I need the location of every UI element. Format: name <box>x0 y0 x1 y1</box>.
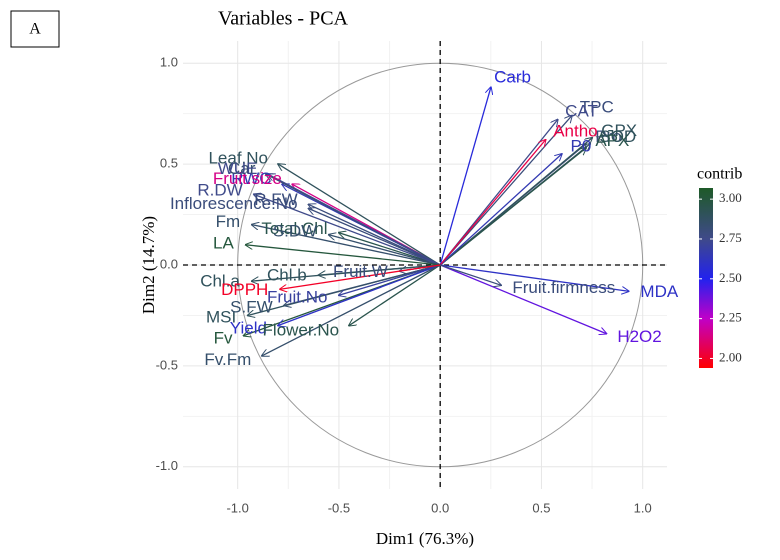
variable-arrow <box>280 264 441 289</box>
variable-label: Total.Chl <box>261 219 327 238</box>
variable-label: Yield <box>230 319 267 338</box>
variable-label: H2O2 <box>617 327 661 346</box>
legend-title: contrib <box>697 166 742 183</box>
variable-label: Chl.a <box>200 271 240 290</box>
variable-label: DPPH <box>221 280 268 299</box>
variable-label: Fruit.W <box>333 262 388 281</box>
variable-arrow <box>254 194 441 266</box>
variable-label: CAT <box>565 101 598 120</box>
y-tick-label: -1.0 <box>156 458 178 473</box>
variable-label: WUE <box>218 159 258 178</box>
variable-arrow <box>329 235 441 266</box>
y-tick-label: 0.0 <box>160 256 178 271</box>
variable-arrow <box>278 264 441 326</box>
variable-arrow <box>246 245 441 266</box>
colorbar-label: 2.00 <box>719 349 742 364</box>
variable-arrow <box>309 204 441 266</box>
y-tick-label: 0.5 <box>160 156 178 171</box>
variable-label: Fruit.size <box>213 169 282 188</box>
x-tick-label: 1.0 <box>634 500 652 515</box>
variable-label: R.DW <box>197 180 242 199</box>
variable-arrow <box>439 148 586 266</box>
variable-label: Chl.b <box>267 265 307 284</box>
variable-label: Leaf.No <box>208 148 268 167</box>
variable-arrow <box>268 174 441 266</box>
variable-arrow <box>439 87 491 266</box>
variable-arrow <box>252 225 441 266</box>
variable-arrow <box>439 264 606 334</box>
variable-label: Fruit.No <box>267 288 327 307</box>
variable-label: Inflorescence.No <box>170 194 298 213</box>
y-tick-label: -0.5 <box>156 357 178 372</box>
variable-label: APX <box>595 131 629 150</box>
variable-arrow <box>339 264 441 295</box>
panel-label: A <box>29 21 41 38</box>
variable-arrow <box>440 264 628 291</box>
chart-title: Variables - PCA <box>218 8 349 30</box>
variable-arrow <box>278 164 441 266</box>
variable-arrow <box>439 154 562 266</box>
variable-label: Flower.No <box>263 321 340 340</box>
variable-label: R.FW <box>254 190 297 209</box>
x-tick-label: -0.5 <box>328 500 350 515</box>
variable-label: Pro <box>595 127 621 146</box>
variable-label: MDA <box>640 282 678 301</box>
colorbar-label: 2.25 <box>719 310 742 325</box>
variable-label: Fv <box>214 329 233 348</box>
colorbar <box>699 188 713 368</box>
variable-arrow <box>439 116 572 266</box>
variable-arrow <box>284 264 441 305</box>
panel-box <box>10 10 60 48</box>
variable-label: Fv.Fm <box>204 350 251 369</box>
variable-arrow <box>349 264 441 326</box>
variable-label: P0 <box>571 137 592 156</box>
colorbar-label: 2.50 <box>719 270 742 285</box>
variable-arrow <box>319 264 441 275</box>
variable-label: S.DW <box>273 222 317 241</box>
x-axis-label: Dim1 (76.3%) <box>376 529 474 548</box>
y-tick-label: 1.0 <box>160 55 178 70</box>
y-axis-label: Dim2 (14.7%) <box>139 216 158 314</box>
x-tick-label: -1.0 <box>226 500 248 515</box>
variable-label: RWC <box>231 169 271 188</box>
variable-arrow <box>339 233 441 266</box>
variable-arrow <box>439 140 545 266</box>
variable-label: LA <box>213 233 234 252</box>
variable-label: Car <box>228 159 256 178</box>
variable-label: MSI <box>206 307 236 326</box>
variable-label: Fruit.firmness <box>512 278 615 297</box>
variable-label: Antho <box>553 122 597 141</box>
x-tick-label: 0.0 <box>431 500 449 515</box>
x-tick-label: 0.5 <box>532 500 550 515</box>
variable-label: SOD <box>599 127 636 146</box>
colorbar-label: 3.00 <box>719 190 742 205</box>
variable-label: Carb <box>494 67 531 86</box>
variable-label: TPC <box>580 98 614 117</box>
variable-label: S.FW <box>230 297 273 316</box>
variable-label: GPX <box>601 121 637 140</box>
variable-label: Fm <box>216 212 241 231</box>
colorbar-label: 2.75 <box>719 230 742 245</box>
variable-arrow <box>439 264 501 285</box>
variable-arrow <box>262 264 441 356</box>
